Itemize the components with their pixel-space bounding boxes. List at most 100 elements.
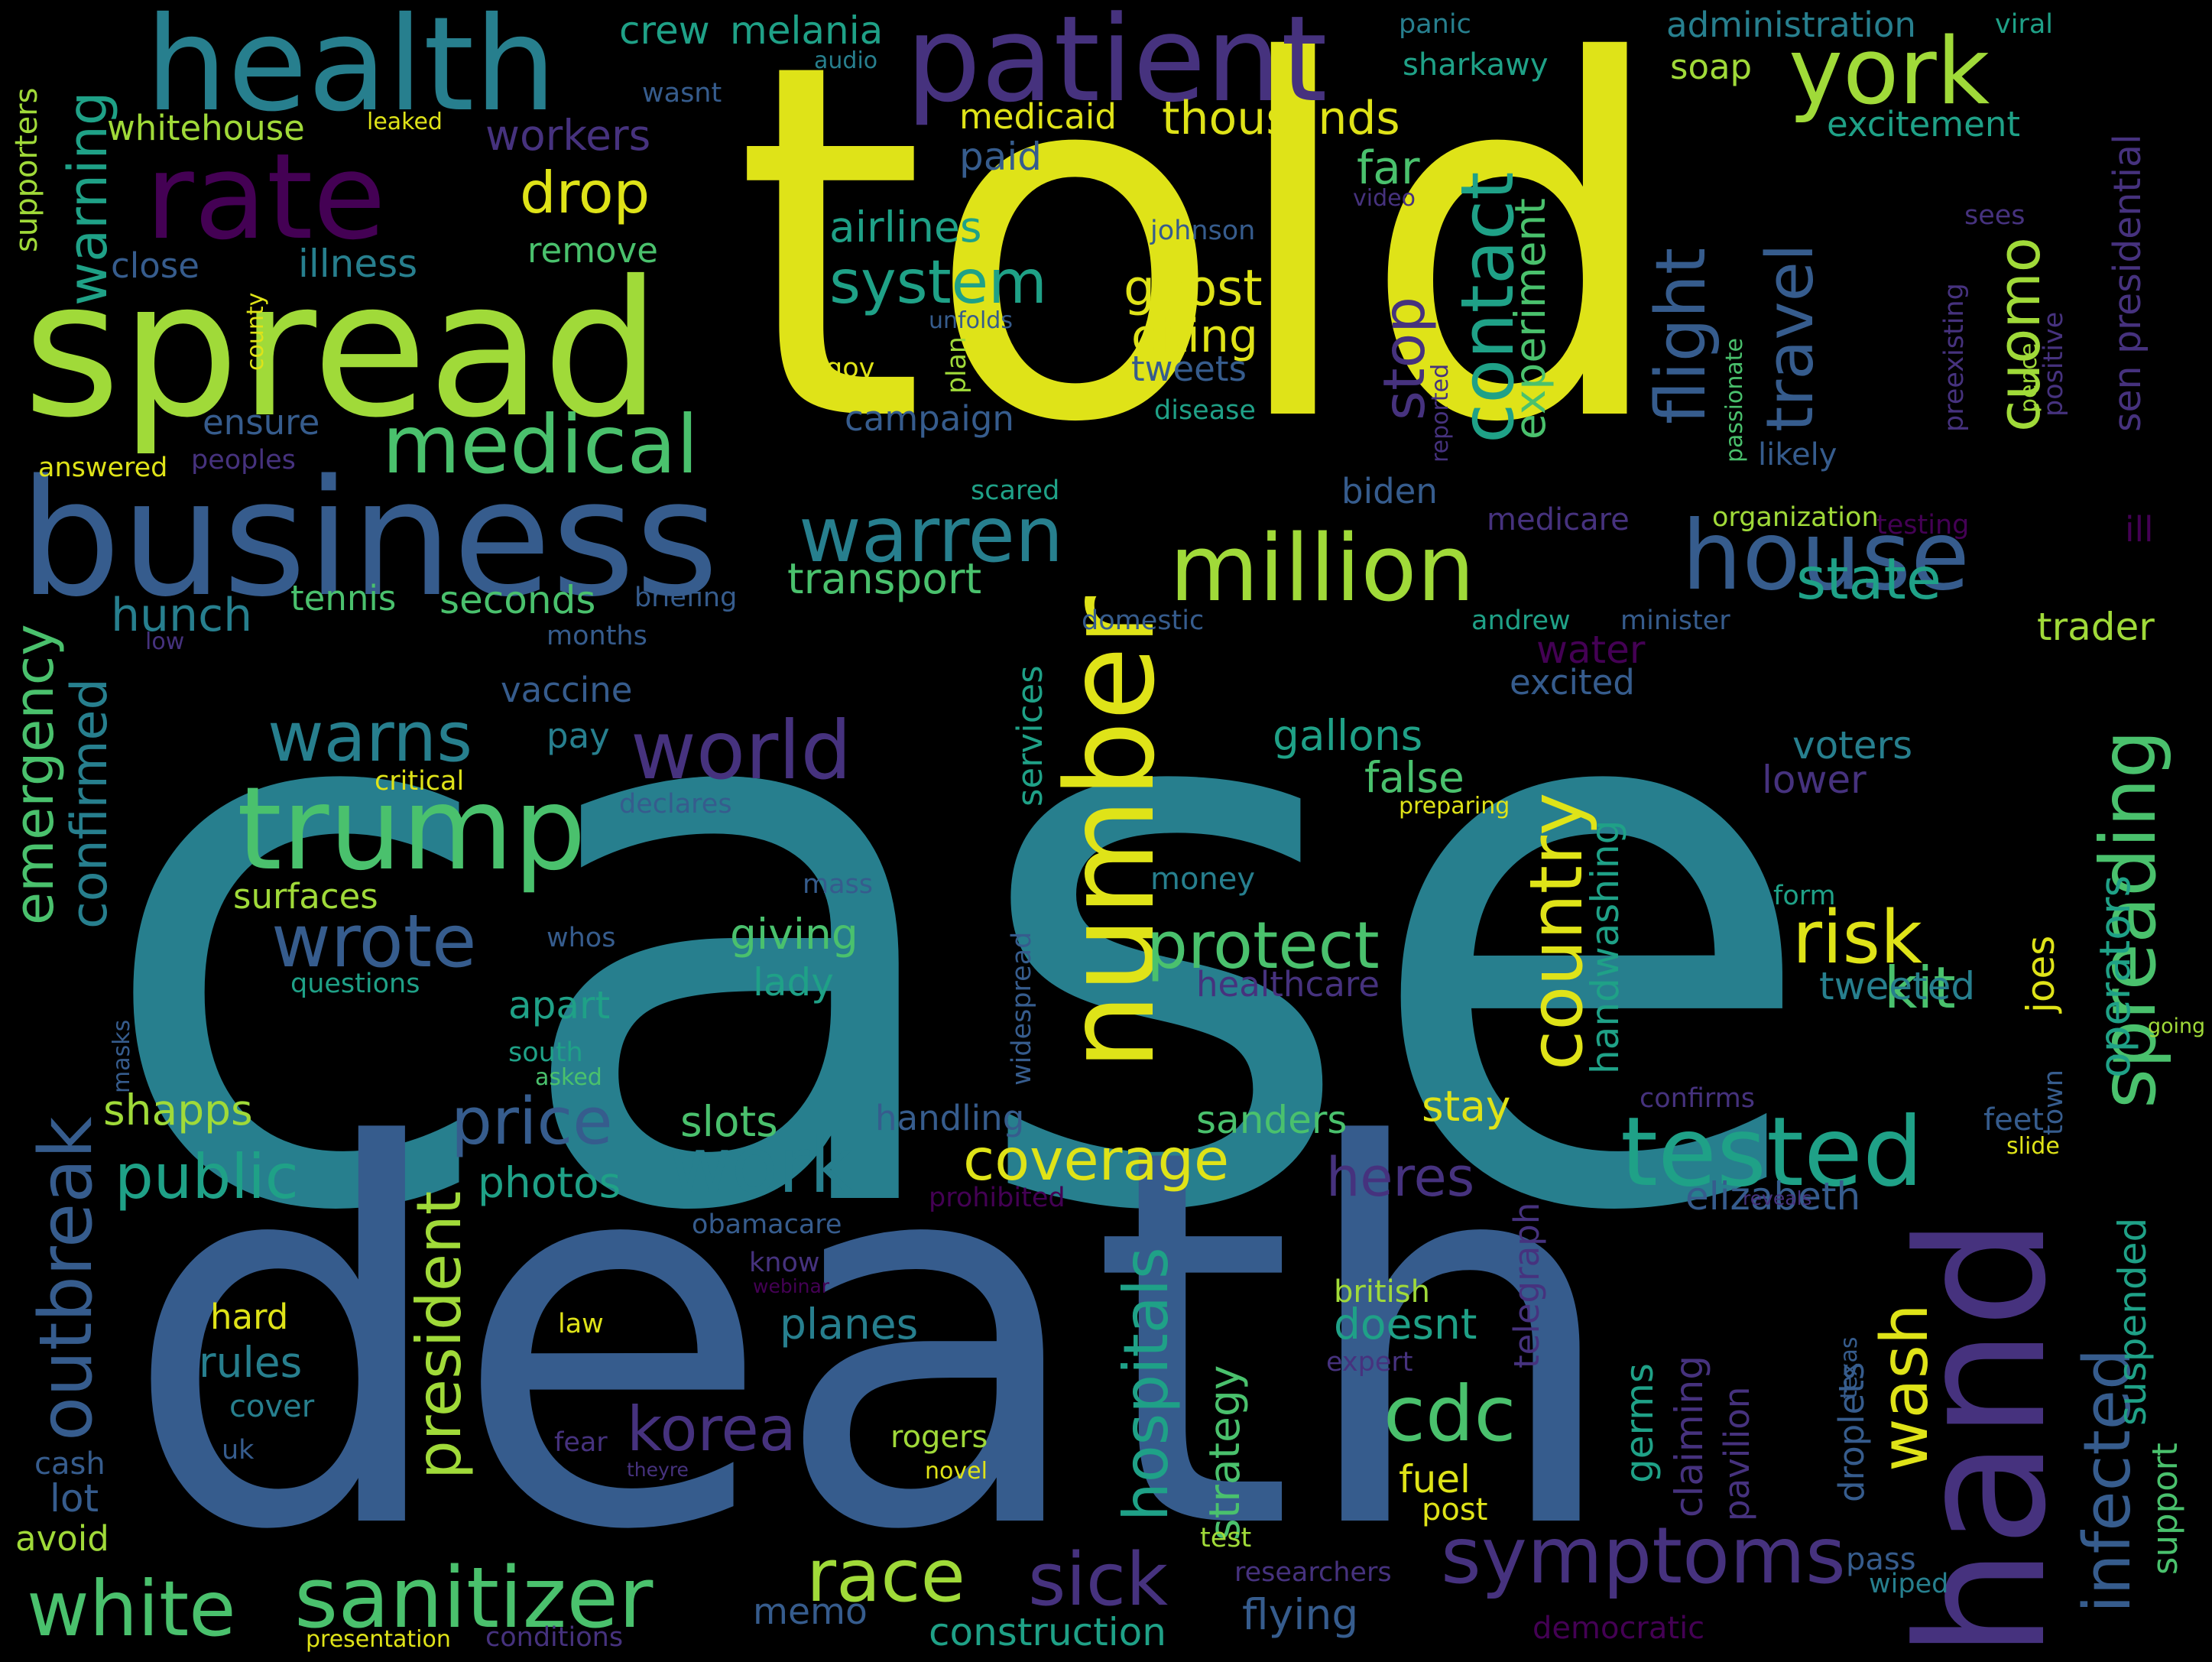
cloud-word-risk: risk [1792, 896, 1922, 980]
cloud-word-preexisting: preexisting [1939, 283, 1970, 432]
cloud-word-panic: panic [1399, 9, 1471, 40]
cloud-word-masks: masks [109, 1019, 135, 1093]
cloud-word-handling: handling [875, 1098, 1025, 1138]
cloud-word-uk: uk [222, 1435, 255, 1466]
cloud-word-trader: trader [2037, 605, 2155, 649]
cloud-word-kit: kit [1884, 954, 1956, 1021]
cloud-word-scared: scared [971, 476, 1060, 506]
cloud-word-ghost: ghost [1124, 260, 1263, 317]
cloud-word-apart: apart [508, 983, 611, 1027]
cloud-word-critical: critical [375, 766, 465, 797]
cloud-word-reveals: reveals [1743, 1187, 1812, 1209]
cloud-word-supporters: supporters [9, 87, 44, 252]
cloud-word-british: british [1334, 1274, 1430, 1310]
cloud-word-peoples: peoples [191, 445, 296, 476]
cloud-word-outbreak: outbreak [24, 1116, 109, 1441]
cloud-word-suspended: suspended [2110, 1217, 2155, 1426]
cloud-word-stay: stay [1422, 1082, 1511, 1131]
cloud-word-testing: testing [1876, 510, 1970, 540]
cloud-word-remove: remove [527, 230, 658, 271]
cloud-word-tennis: tennis [290, 578, 397, 618]
cloud-word-passionate: passionate [1721, 338, 1748, 463]
cloud-word-expert: expert [1326, 1347, 1413, 1378]
cloud-word-rules: rules [199, 1338, 303, 1387]
cloud-word-false: false [1364, 753, 1464, 802]
cloud-word-surfaces: surfaces [233, 876, 378, 917]
cloud-word-andrew: andrew [1471, 605, 1571, 636]
cloud-word-confirmed: confirmed [61, 678, 118, 929]
cloud-word-spread: spread [23, 241, 661, 459]
cloud-word-know: know [749, 1248, 820, 1278]
cloud-word-texas: texas [1836, 1336, 1863, 1399]
cloud-word-novel: novel [925, 1458, 988, 1485]
cloud-word-house: house [1682, 501, 1970, 612]
cloud-word-unfolds: unfolds [929, 307, 1013, 334]
cloud-word-months: months [547, 621, 647, 651]
cloud-word-told: told [734, 0, 1672, 529]
cloud-word-whos: whos [547, 923, 616, 953]
cloud-word-korea: korea [627, 1394, 796, 1465]
cloud-word-medical: medical [382, 398, 699, 492]
cloud-word-medicaid: medicaid [959, 96, 1117, 137]
cloud-word-far: far [1357, 141, 1420, 195]
cloud-word-white: white [27, 1564, 236, 1654]
cloud-word-south: south [508, 1037, 583, 1068]
cloud-word-sick: sick [1028, 1538, 1169, 1622]
cloud-word-money: money [1150, 862, 1256, 897]
cloud-word-wasnt: wasnt [642, 78, 722, 109]
cloud-word-lady: lady [753, 960, 834, 1005]
cloud-word-pavilion: pavilion [1717, 1386, 1757, 1521]
cloud-word-trump: trump [237, 763, 586, 896]
cloud-word-asked: asked [535, 1064, 602, 1091]
cloud-word-melania: melania [730, 8, 884, 53]
cloud-word-photos: photos [478, 1158, 621, 1207]
cloud-word-thousands: thousands [1162, 92, 1400, 145]
cloud-word-positive: positive [2038, 311, 2069, 417]
cloud-word-cdc: cdc [1383, 1369, 1516, 1459]
cloud-word-minister: minister [1620, 605, 1730, 636]
cloud-word-transport: transport [787, 554, 982, 603]
cloud-word-briefing: briefing [634, 583, 738, 613]
cloud-word-johnson: johnson [1150, 216, 1256, 246]
cloud-word-presentation: presentation [306, 1626, 451, 1653]
cloud-word-feet: feet [1983, 1102, 2044, 1138]
cloud-word-coverage: coverage [963, 1126, 1230, 1193]
cloud-word-symptoms: symptoms [1441, 1511, 1846, 1601]
cloud-word-health: health [145, 0, 557, 141]
cloud-word-organization: organization [1712, 502, 1879, 533]
cloud-word-seconds: seconds [439, 578, 596, 622]
cloud-word-soap: soap [1670, 47, 1753, 87]
cloud-word-hospitals: hospitals [1111, 1247, 1182, 1521]
cloud-word-biden: biden [1341, 471, 1438, 511]
cloud-word-wash: wash [1867, 1303, 1943, 1472]
cloud-word-pence: pence [2016, 342, 2042, 413]
cloud-word-administration: administration [1666, 5, 1916, 45]
cloud-word-rate: rate [145, 128, 386, 266]
cloud-word-services: services [1010, 665, 1050, 807]
cloud-word-experiment: experiment [1506, 198, 1555, 440]
cloud-word-doesnt: doesnt [1334, 1300, 1477, 1349]
cloud-word-president: president [404, 1190, 475, 1479]
cloud-word-price: price [451, 1084, 613, 1160]
cloud-word-fuel: fuel [1399, 1457, 1471, 1501]
cloud-word-case: case [92, 500, 1823, 1376]
cloud-word-avoid: avoid [15, 1518, 109, 1559]
cloud-word-claiming: claiming [1667, 1355, 1711, 1518]
cloud-word-medicare: medicare [1487, 502, 1630, 537]
cloud-word-paid: paid [959, 135, 1043, 179]
cloud-word-warren: warren [799, 490, 1064, 579]
cloud-word-planes: planes [780, 1300, 919, 1349]
cloud-word-travel: travel [1753, 243, 1828, 432]
cloud-word-flying: flying [1242, 1590, 1359, 1639]
cloud-word-video: video [1353, 185, 1416, 212]
cloud-word-citing: citing [1131, 310, 1258, 363]
cloud-word-disease: disease [1154, 395, 1256, 426]
cloud-word-ensure: ensure [203, 402, 320, 443]
cloud-word-campaign: campaign [845, 398, 1014, 439]
cloud-word-system: system [829, 247, 1047, 317]
cloud-word-going: going [2148, 1014, 2206, 1038]
cloud-word-form: form [1773, 881, 1836, 911]
cloud-word-preparing: preparing [1399, 793, 1510, 820]
cloud-word-leaked: leaked [367, 109, 443, 135]
